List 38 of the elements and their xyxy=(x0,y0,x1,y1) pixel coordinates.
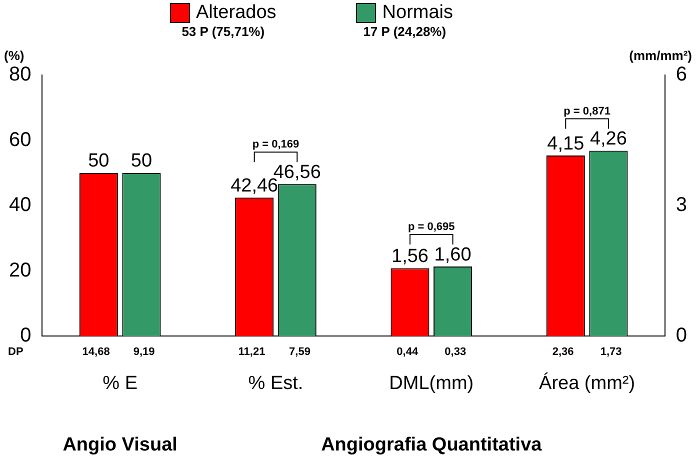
text: 17 P (24,28%) xyxy=(362,24,448,39)
y-tick-label: 20 xyxy=(8,259,32,282)
text: 1,73 xyxy=(600,346,622,358)
data-label: 1,56 xyxy=(391,246,428,268)
legend-label: Normais xyxy=(382,2,454,24)
text: 2,36 xyxy=(552,346,574,358)
text: 9,19 xyxy=(133,346,155,358)
y-tick-label: 80 xyxy=(8,64,32,86)
annotation: p = 0,169 xyxy=(252,138,300,151)
data-label: 1,60 xyxy=(434,244,472,266)
legend-label: Alterados xyxy=(196,2,276,24)
y2-tick-label: 3 xyxy=(676,194,687,216)
text: 7,59 xyxy=(289,346,310,358)
y-axis-title: (%) xyxy=(4,48,24,64)
text: DP xyxy=(8,346,24,358)
y2-tick-label: 0 xyxy=(676,324,687,347)
y-tick-label: 40 xyxy=(8,194,32,216)
text: 0,44 xyxy=(396,346,419,358)
annotation: p = 0,871 xyxy=(564,105,610,118)
y-tick-label: 60 xyxy=(8,128,32,151)
text: 0,33 xyxy=(444,346,466,358)
text: Angio Visual xyxy=(62,434,178,456)
annotation: p = 0,695 xyxy=(408,221,455,234)
text: 14,68 xyxy=(82,346,110,358)
data-label: 4,15 xyxy=(547,133,584,154)
y-tick-label: 0 xyxy=(20,324,32,347)
data-label: 50 xyxy=(130,150,152,172)
x-tick-label: % Est. xyxy=(248,372,304,394)
x-tick-label: DML(mm) xyxy=(389,372,474,394)
data-label: 50 xyxy=(88,150,110,172)
text: 53 P (75,71%) xyxy=(180,24,266,39)
y2-tick-label: 6 xyxy=(676,64,687,86)
text: 11,21 xyxy=(238,346,266,358)
data-label: 4,26 xyxy=(590,128,627,150)
x-tick-label: Área (mm²) xyxy=(539,372,636,394)
text: Angiografia Quantitativa xyxy=(321,434,542,456)
y2-axis-title: (mm/mm²) xyxy=(629,48,692,64)
x-tick-label: % E xyxy=(102,372,138,394)
